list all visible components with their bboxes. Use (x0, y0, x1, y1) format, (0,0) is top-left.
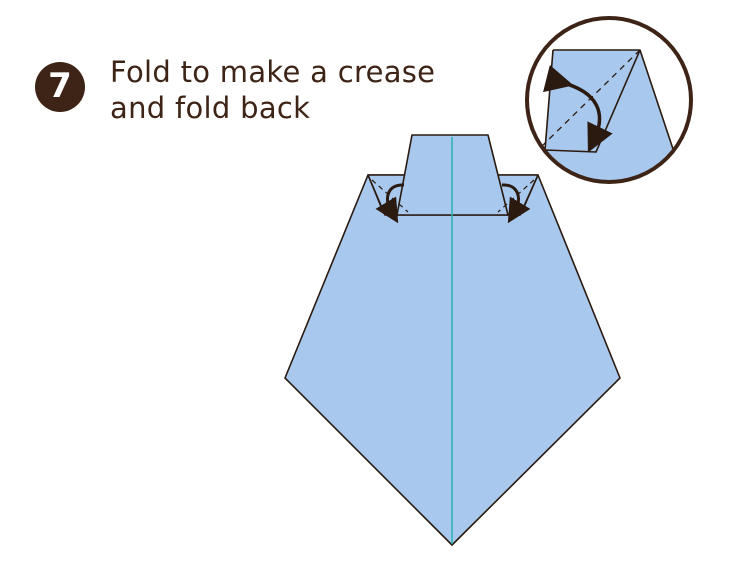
right-fold-arrow-icon (501, 183, 531, 224)
instruction-line-1: Fold to make a crease (110, 55, 436, 89)
detail-circle-border (525, 16, 693, 184)
step-instruction: Fold to make a crease and fold back (110, 54, 490, 126)
detail-fold-arrow-icon (543, 65, 613, 153)
step-number: 7 (48, 66, 72, 106)
right-crease-dashed (497, 179, 535, 213)
left-crease-dashed (371, 179, 409, 213)
magnified-detail (525, 16, 693, 184)
instruction-line-2: and fold back (110, 91, 311, 125)
step-number-badge: 7 (35, 62, 85, 112)
left-fold-arrow-icon (375, 183, 405, 224)
